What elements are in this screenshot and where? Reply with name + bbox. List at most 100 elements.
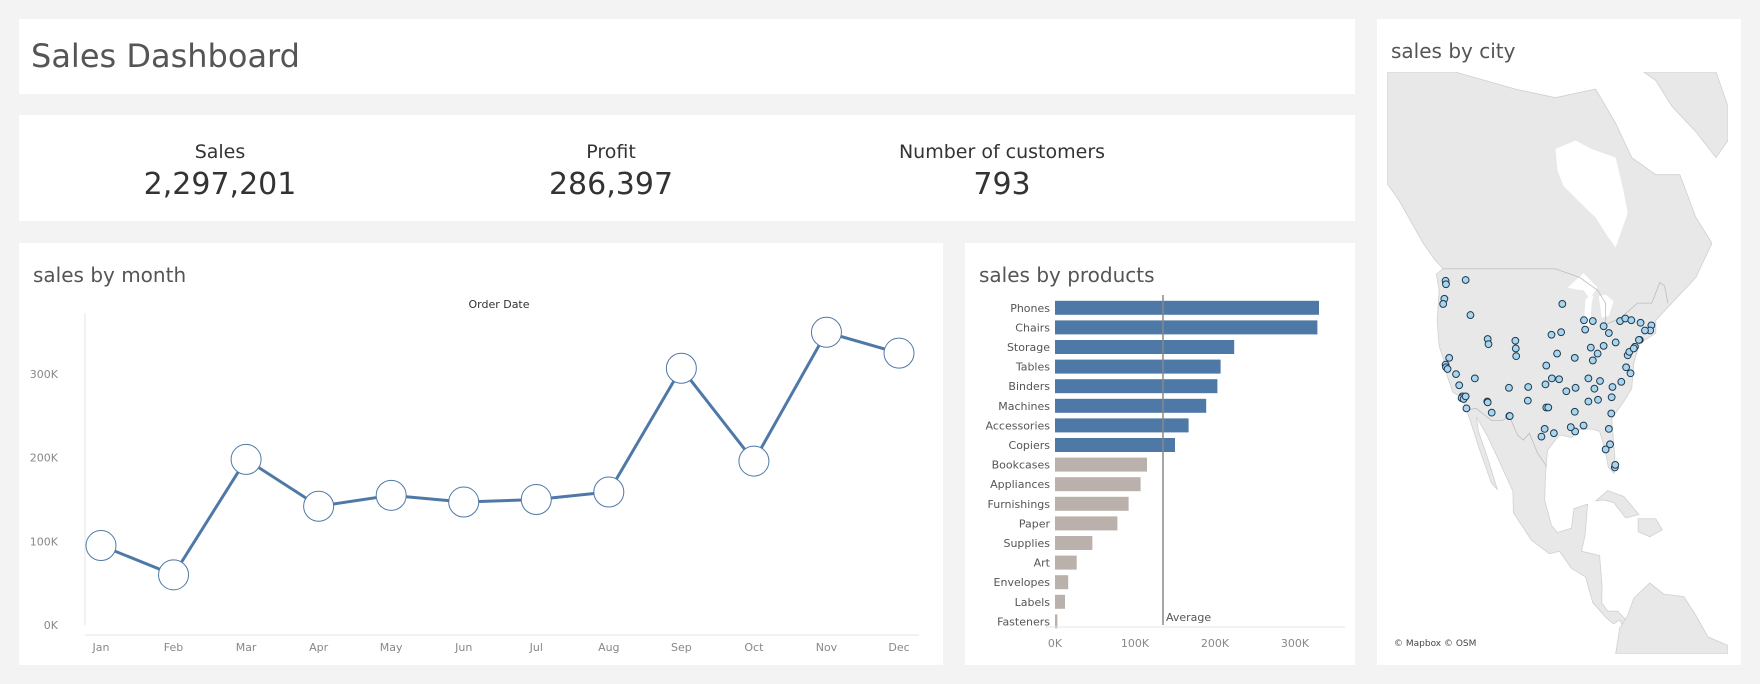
city-point [1607,393,1616,402]
product-label-phones: Phones [1010,302,1050,315]
month-y-tick-label: 0K [44,619,59,632]
city-point [1442,280,1450,289]
product-bar-copiers [1055,438,1175,452]
product-bar-phones [1055,300,1319,315]
month-point-sep [665,352,697,384]
product-label-furnishings: Furnishings [988,498,1051,511]
month-point-may [375,479,407,511]
city-point [1593,349,1602,358]
kpi-sales-label: Sales [194,141,246,163]
city-point [1571,383,1580,392]
map-border-us-mexico [1466,407,1547,467]
month-point-nov [810,316,842,348]
city-point [1487,408,1496,417]
month-point-jun [448,486,480,518]
month-point-jul [520,484,552,516]
product-label-binders: Binders [1008,380,1050,393]
city-point [1599,322,1608,331]
month-x-tick-label: Jan [92,641,110,654]
city-point [1512,352,1521,361]
sales-by-products-chart: Phones Chairs Storage Tables Binders Machines… [986,295,1345,650]
city-point [1461,392,1470,401]
map-water-lake-superior [1567,273,1598,299]
city-point [1537,432,1546,441]
city-point [1553,349,1561,358]
product-label-tables: Tables [1015,361,1050,374]
map-land-cuba [1594,490,1640,519]
month-x-tick-label: Sep [671,641,692,654]
city-point [1584,374,1593,383]
city-point [1570,353,1579,362]
product-label-copiers: Copiers [1009,439,1051,452]
kpi-profit: Profit 286,397 [391,141,831,202]
title-panel: Sales Dashboard [19,19,1355,94]
city-point [1611,338,1620,347]
city-point [1607,409,1616,418]
city-point [1544,403,1553,412]
kpi-profit-value: 286,397 [548,167,674,202]
city-point [1452,370,1460,379]
month-y-tick-label: 200K [30,452,59,465]
kpi-sales: Sales 2,297,201 [0,141,440,202]
city-point [1580,316,1588,325]
product-bar-storage [1055,340,1235,354]
city-point [1557,328,1566,337]
product-label-appliances: Appliances [990,478,1050,491]
city-point [1581,325,1590,334]
month-point-feb [158,559,190,591]
map-water-hudson-bay [1555,140,1628,248]
city-point [1511,344,1520,353]
city-point [1511,336,1520,345]
month-x-tick-label: Feb [164,641,183,654]
city-point [1570,407,1579,416]
sales-by-products-title: sales by products [979,263,1155,287]
sales-by-month-panel: sales by month Order Date 0K 100K 200K 300K J… [19,243,943,665]
city-point [1547,374,1556,383]
month-y-tick-label: 300K [30,368,59,381]
product-bar-appliances [1055,477,1141,492]
city-point [1611,460,1620,469]
average-reference-label: Average [1166,611,1211,624]
product-bar-labels [1055,594,1065,609]
month-x-tick-label: Jul [529,641,543,654]
month-axis-title: Order Date [468,298,529,311]
city-point [1617,377,1626,386]
product-label-art: Art [1034,557,1051,570]
kpi-customers: Number of customers 793 [782,141,1222,202]
city-point [1594,395,1602,404]
city-point [1455,381,1464,390]
month-point-aug [593,476,625,508]
city-point [1462,404,1471,413]
city-point [1547,330,1556,339]
city-point [1483,398,1492,407]
city-point [1439,300,1448,308]
city-point [1542,361,1551,370]
month-point-jan [85,530,117,562]
product-bar-accessories [1055,418,1189,433]
month-x-tick-label: Nov [816,641,838,654]
city-point [1627,316,1636,325]
sales-by-month-title: sales by month [33,263,187,287]
city-point [1505,383,1513,392]
product-bar-chairs [1055,320,1318,335]
city-point [1584,397,1593,406]
city-point [1588,317,1597,325]
city-point [1461,276,1470,284]
city-point [1549,429,1558,438]
city-point [1622,363,1631,372]
kpi-panel: Sales 2,297,201 Profit 286,397 Number of… [19,115,1355,221]
city-point [1579,421,1588,430]
product-x-tick-label: 100K [1121,637,1150,650]
city-point [1608,383,1617,391]
city-point [1596,377,1604,385]
month-x-tick-label: Apr [309,641,329,654]
product-label-paper: Paper [1019,517,1051,530]
map-canvas[interactable] [1387,72,1728,654]
month-x-tick-label: Mar [236,641,257,654]
product-bar-supplies [1055,536,1093,550]
city-map-svg[interactable] [1387,72,1728,654]
city-point [1484,340,1493,349]
month-x-tick-label: May [380,641,403,654]
city-point [1604,329,1613,337]
month-series-line [100,330,900,577]
